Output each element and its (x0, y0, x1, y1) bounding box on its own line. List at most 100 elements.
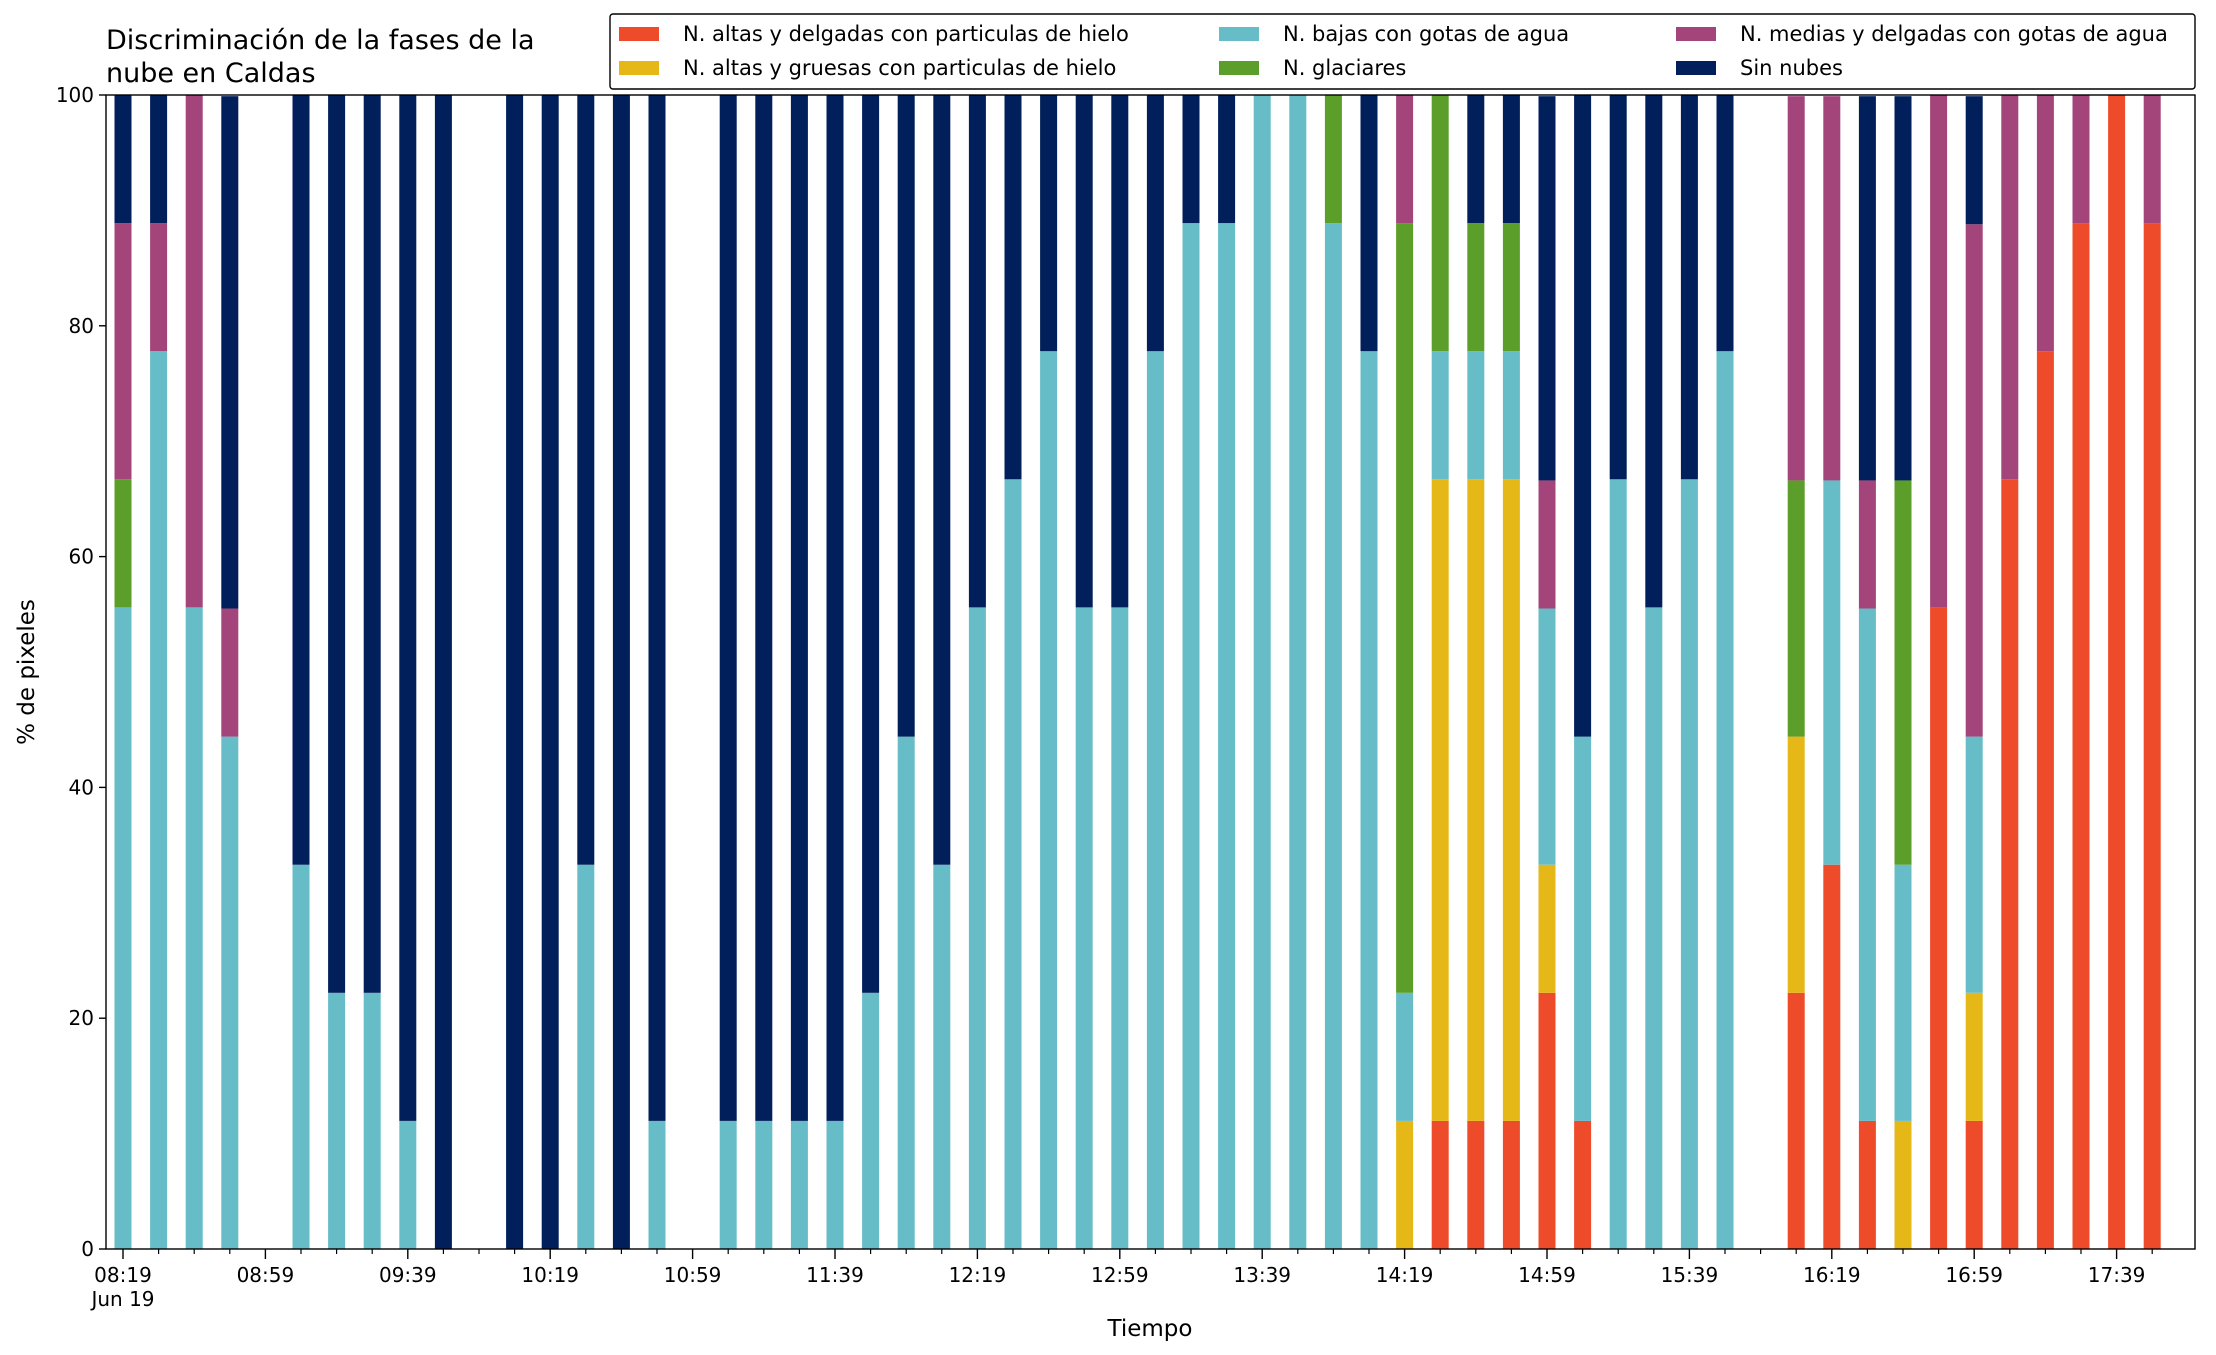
bar-segment (577, 864, 595, 1249)
bar-segment (1965, 224, 1983, 737)
y-tick-label: 0 (81, 1237, 94, 1261)
x-tick-label: 16:59 (1945, 1263, 2003, 1287)
bar-segment (577, 95, 595, 865)
bar-segment (1538, 864, 1556, 993)
legend-swatch (1676, 61, 1716, 75)
x-tick-label: 09:39 (379, 1263, 437, 1287)
bar-segment (826, 95, 844, 1121)
legend-swatch (1676, 27, 1716, 41)
bar-segment (1680, 479, 1698, 1250)
bar-segment (1965, 1120, 1983, 1249)
bar-segment (1538, 96, 1556, 481)
bar-segment (1502, 479, 1520, 1121)
bar-segment (1040, 95, 1058, 352)
x-tick-label: 12:19 (949, 1263, 1007, 1287)
bar-segment (2108, 95, 2126, 1249)
x-tick-label: 17:39 (2088, 1263, 2146, 1287)
bar-segment (1182, 95, 1200, 224)
x-tick-label: 15:39 (1661, 1263, 1719, 1287)
x-tick-label: 10:59 (664, 1263, 722, 1287)
bar-segment (968, 95, 986, 608)
bar-segment (719, 1120, 737, 1249)
bar-segment (1146, 95, 1164, 352)
bar-segment (1716, 95, 1734, 352)
legend-box (609, 13, 2196, 90)
bar-segment (1502, 1120, 1520, 1249)
bar-segment (2001, 479, 2019, 1250)
legend-label: N. altas y gruesas con particulas de hie… (683, 56, 1116, 80)
legend-swatch (619, 27, 659, 41)
bar-segment (719, 95, 737, 1121)
x-tick-label: 13:39 (1233, 1263, 1291, 1287)
bar-segment (1289, 95, 1307, 1249)
bar-segment (1324, 223, 1342, 1249)
bar-segment (2036, 95, 2054, 352)
bar-segment (1502, 351, 1520, 480)
bar-segment (1004, 479, 1022, 1250)
bar-segment (363, 95, 381, 993)
bar-segment (1075, 95, 1093, 608)
x-date-label: Jun 19 (89, 1287, 154, 1311)
bar-segment (2036, 351, 2054, 1249)
bar-segment (1467, 1120, 1485, 1249)
bar-segment (1431, 479, 1449, 1121)
bar-segment (1965, 96, 1983, 225)
bar-segment (1075, 607, 1093, 1249)
bar-segment (1004, 95, 1022, 480)
bar-segment (185, 607, 203, 1249)
bar-segment (1894, 480, 1912, 865)
bar-segment (1823, 96, 1841, 481)
bar-segment (1609, 479, 1627, 1250)
bar-segment (1858, 1120, 1876, 1249)
bar-segment (1787, 96, 1805, 481)
bar-segment (1858, 608, 1876, 1121)
bar-segment (221, 96, 239, 609)
bar-segment (185, 95, 203, 608)
bar-segment (755, 95, 773, 1121)
legend-swatch (1219, 61, 1259, 75)
bar-segment (114, 607, 132, 1249)
bar-segment (1502, 95, 1520, 224)
bar-segment (150, 223, 168, 352)
bar-segment (1894, 1120, 1912, 1249)
bar-segment (826, 1120, 844, 1249)
bar-segment (897, 736, 915, 1249)
bar-segment (221, 608, 239, 737)
bar-segment (2143, 223, 2161, 1249)
bar-segment (2072, 223, 2090, 1249)
bar-segment (114, 223, 132, 480)
y-tick-label: 20 (69, 1006, 94, 1030)
bar-segment (363, 992, 381, 1249)
bar-segment (862, 992, 880, 1249)
bar-segment (1965, 992, 1983, 1121)
x-tick-label: 14:19 (1376, 1263, 1434, 1287)
bar-segment (2072, 95, 2090, 224)
bar-segment (1502, 223, 1520, 352)
bar-segment (1396, 1120, 1414, 1249)
bar-segment (399, 95, 417, 1121)
bar-segment (1253, 95, 1271, 1249)
bar-segment (1360, 95, 1378, 352)
bar-segment (1040, 351, 1058, 1249)
bar-segment (1645, 95, 1663, 608)
legend-swatch (1219, 27, 1259, 41)
bar-segment (1467, 351, 1485, 480)
bar-segment (1111, 607, 1129, 1249)
bar-segment (328, 992, 346, 1249)
bar-segment (1182, 223, 1200, 1249)
bar-segment (150, 351, 168, 1249)
y-tick-label: 100 (56, 83, 94, 107)
bar-segment (1609, 95, 1627, 480)
bar-segment (114, 95, 132, 224)
bar-segment (150, 95, 168, 224)
y-axis-label: % de pixeles (14, 599, 40, 745)
bar-segment (1930, 95, 1948, 608)
legend-label: N. glaciares (1283, 56, 1406, 80)
bar-segment (1574, 95, 1592, 737)
bar-segment (1645, 607, 1663, 1249)
bar-segment (292, 864, 310, 1249)
bar-segment (862, 95, 880, 993)
bar-segment (1538, 480, 1556, 609)
